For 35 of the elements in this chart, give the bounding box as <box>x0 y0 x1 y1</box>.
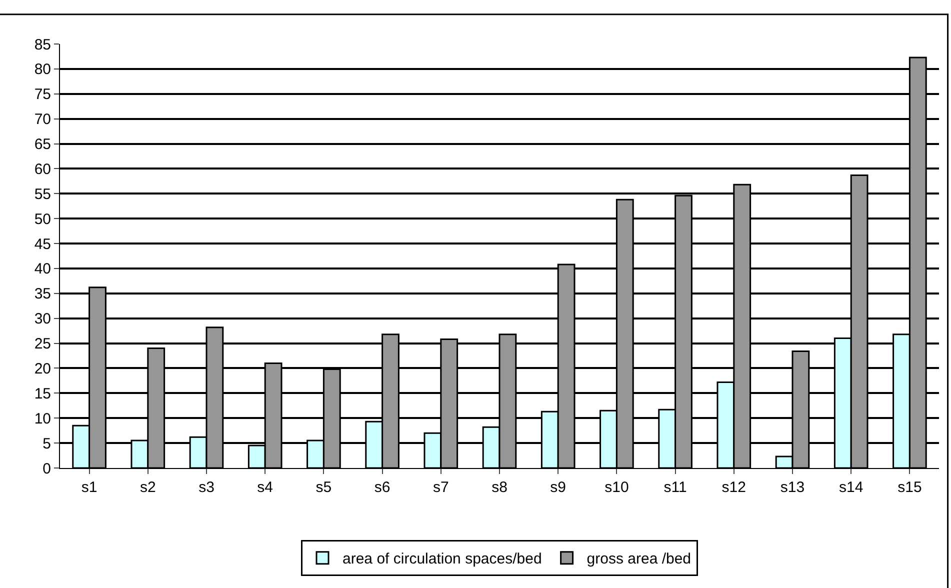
x-tick-label: s11 <box>664 479 687 496</box>
x-tick-label: s14 <box>839 479 864 496</box>
legend-label: area of circulation spaces/bed <box>342 550 542 568</box>
y-tick-label: 35 <box>34 286 51 303</box>
y-tick-label: 15 <box>34 385 51 402</box>
x-tick-label: s6 <box>374 479 390 496</box>
y-tick-label: 0 <box>42 460 51 478</box>
y-tick-label: 10 <box>34 410 51 428</box>
y-tick-label: 20 <box>34 360 51 378</box>
y-tick-label: 70 <box>34 111 51 128</box>
y-tick-label: 55 <box>34 186 51 203</box>
y-tick-label: 80 <box>34 61 51 78</box>
y-tick-label: 5 <box>42 435 51 452</box>
y-tick-label: 40 <box>34 260 51 278</box>
y-tick-label: 60 <box>34 160 51 178</box>
x-tick-label: s2 <box>140 479 156 496</box>
legend-label: gross area /bed <box>586 550 692 568</box>
y-tick-label: 50 <box>34 210 51 228</box>
y-tick-label: 25 <box>34 336 51 353</box>
y-tick-label: 75 <box>34 86 51 104</box>
x-tick-label: s15 <box>898 479 922 496</box>
x-tick-label: s8 <box>492 479 508 496</box>
x-tick-label: s13 <box>780 479 805 496</box>
x-tick-label: s10 <box>604 479 629 496</box>
x-tick-label: s7 <box>432 479 449 496</box>
y-tick-label: 85 <box>34 36 51 54</box>
x-tick-label: s4 <box>257 479 274 496</box>
x-tick-label: s1 <box>81 479 98 496</box>
x-tick-label: s9 <box>550 479 566 496</box>
y-tick-label: 30 <box>34 310 51 328</box>
y-tick-label: 45 <box>34 236 51 253</box>
x-tick-label: s12 <box>722 479 746 496</box>
x-tick-label: s5 <box>316 479 332 496</box>
x-tick-label: s3 <box>198 479 214 496</box>
y-tick-label: 65 <box>34 136 51 154</box>
